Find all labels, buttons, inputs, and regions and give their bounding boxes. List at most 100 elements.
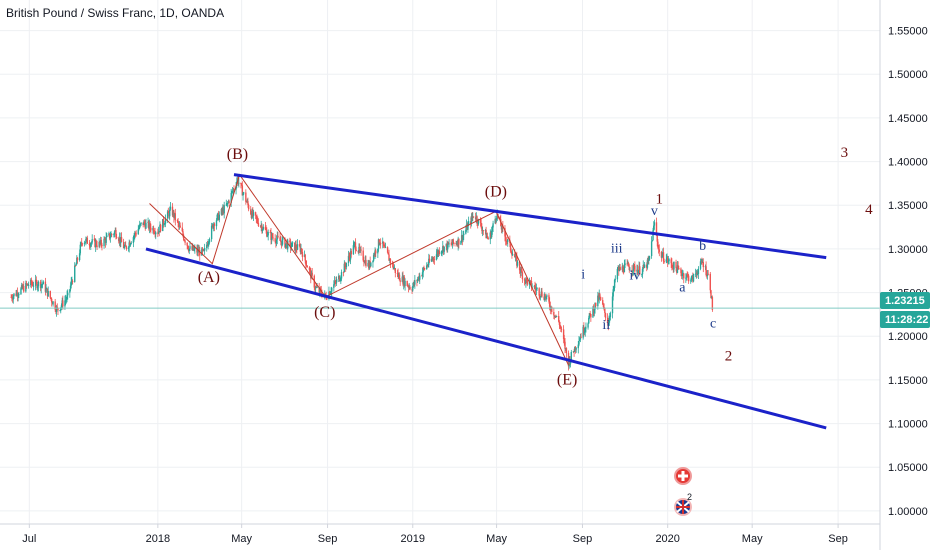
candle-body — [25, 282, 27, 292]
x-tick-label: May — [486, 533, 507, 545]
candle-body — [81, 242, 83, 244]
candle-body — [30, 279, 33, 284]
candle-body — [560, 328, 563, 330]
candle-body — [606, 317, 609, 324]
candle-body — [632, 270, 634, 272]
candle-body — [232, 188, 234, 192]
candle-body — [135, 233, 137, 235]
candle-body — [504, 228, 506, 237]
candle-body — [266, 230, 268, 237]
candle-body — [241, 185, 244, 196]
candle-body — [149, 223, 151, 228]
candle-body — [525, 278, 528, 280]
candle-body — [88, 243, 91, 246]
candle-body — [658, 249, 661, 252]
candle-body — [515, 255, 517, 257]
candle-body — [526, 279, 529, 285]
candle-body — [598, 294, 600, 300]
candle-body — [301, 251, 304, 257]
candle-body — [372, 254, 375, 261]
candle-body — [206, 244, 208, 249]
candle-body — [614, 279, 617, 281]
candle-body — [651, 240, 654, 242]
candle-body — [226, 203, 228, 205]
candle-body — [570, 351, 573, 360]
candle-body — [641, 268, 644, 275]
candle-body — [375, 250, 377, 254]
candle-body — [458, 238, 460, 245]
x-tick-label: Sep — [318, 533, 338, 545]
wave-label: iii — [611, 241, 623, 256]
candle-body — [183, 239, 186, 241]
x-tick-label: Sep — [828, 533, 848, 545]
candle-body — [67, 292, 69, 296]
candle-body — [269, 232, 271, 233]
candle-body — [134, 232, 137, 234]
candle-body — [231, 191, 233, 193]
x-tick-label: Sep — [573, 533, 593, 545]
candle-body — [57, 308, 59, 311]
candle-body — [271, 234, 274, 238]
candle-body — [648, 259, 650, 261]
candle-body — [634, 265, 636, 272]
candle-body — [27, 285, 30, 286]
candle-body — [479, 219, 482, 223]
candle-body — [59, 310, 61, 311]
candle-body — [593, 309, 596, 313]
candle-body — [120, 237, 123, 243]
candle-body — [145, 222, 147, 229]
candle-body — [295, 244, 297, 249]
candle-body — [189, 246, 191, 249]
candle-body — [91, 239, 93, 243]
candle-body — [558, 321, 561, 325]
candle-body — [71, 281, 74, 283]
candle-body — [192, 246, 195, 251]
candle-body — [538, 288, 540, 296]
y-tick-label: 1.20000 — [888, 331, 928, 343]
uk-flag-icon[interactable] — [674, 498, 692, 516]
candle-body — [421, 272, 424, 276]
candle-body — [342, 272, 345, 273]
candle-body — [370, 262, 372, 267]
candle-body — [372, 260, 374, 263]
candle-body — [633, 264, 635, 266]
candle-body — [602, 304, 605, 308]
wave-label: i — [581, 268, 585, 283]
y-tick-label: 1.15000 — [888, 375, 928, 387]
candle-body — [132, 237, 135, 243]
candle-body — [583, 326, 585, 333]
candle-body — [450, 243, 452, 245]
candle-body — [548, 295, 550, 302]
candle-body — [329, 292, 332, 295]
candle-body — [60, 307, 62, 311]
candle-body — [203, 248, 206, 251]
candle-body — [340, 278, 342, 281]
candle-body — [697, 274, 699, 275]
candle-body — [250, 209, 252, 215]
candle-body — [485, 230, 487, 239]
candle-body — [412, 286, 414, 291]
candle-body — [666, 257, 669, 263]
candle-body — [639, 266, 641, 275]
channel-line-lower — [145, 247, 827, 430]
y-tick-label: 1.00000 — [888, 506, 928, 518]
event-icons[interactable]: 2 — [674, 467, 692, 516]
channel-lines — [145, 173, 827, 430]
candle-body — [495, 218, 498, 220]
candle-body — [707, 273, 709, 275]
candle-body — [188, 248, 190, 251]
candle-body — [611, 296, 614, 314]
candle-body — [463, 233, 465, 236]
candle-body — [36, 281, 38, 288]
candle-body — [589, 313, 591, 315]
candle-body — [184, 240, 186, 243]
candle-body — [27, 284, 29, 286]
wave-label: 4 — [865, 202, 873, 218]
candle-body — [290, 246, 292, 248]
candle-body — [256, 218, 258, 220]
candle-body — [275, 239, 278, 244]
swiss-flag-icon[interactable] — [674, 467, 692, 485]
candle-body — [281, 239, 283, 246]
